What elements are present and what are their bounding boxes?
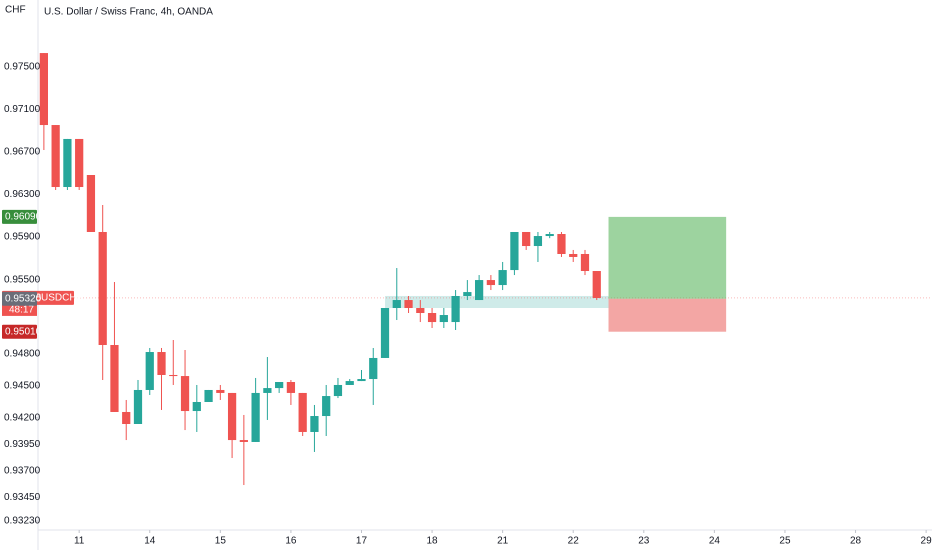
candle-body [227, 392, 237, 441]
price-tag-label: 0.96090 [5, 212, 42, 223]
candle-body [580, 253, 590, 272]
candle-body [310, 416, 319, 432]
y-tick-label: 0.95900 [4, 232, 41, 243]
candle-body [404, 300, 413, 309]
candle-body [416, 308, 425, 314]
x-tick-label: 25 [779, 536, 791, 547]
candle-body [75, 138, 84, 188]
candle-body [275, 382, 284, 389]
y-tick-label: 0.94800 [4, 349, 41, 360]
candle-body [145, 352, 154, 390]
candle-body [439, 315, 448, 323]
candle-body [286, 382, 296, 393]
candle-body [357, 379, 366, 382]
x-tick-label: 28 [850, 536, 862, 547]
y-tick-label: 0.93700 [4, 466, 41, 477]
candle-body [86, 175, 96, 232]
candle-body [427, 313, 437, 323]
x-tick-label: 21 [497, 536, 509, 547]
candle-body [345, 381, 354, 385]
candle-body [498, 270, 507, 286]
candle-body [263, 388, 272, 393]
candle-body [98, 231, 107, 346]
candle-body [180, 376, 190, 412]
x-tick-label: 22 [568, 536, 580, 547]
candle-body [169, 374, 178, 377]
y-tick-label: 0.93450 [4, 492, 41, 503]
x-tick-label: 15 [215, 536, 227, 547]
y-tick-label: 0.96300 [4, 189, 41, 200]
price-tag [2, 324, 37, 339]
y-tick-label: 0.97100 [4, 104, 41, 115]
chart-title: U.S. Dollar / Swiss Franc, 4h, OANDA [44, 7, 213, 18]
x-tick-label: 29 [921, 536, 932, 547]
price-tag [2, 291, 37, 306]
candle-body [545, 234, 554, 237]
x-tick-label: 11 [74, 536, 85, 547]
x-tick-label: 17 [356, 536, 368, 547]
candle-body [204, 389, 213, 402]
candle-body [298, 392, 307, 432]
axis-unit: CHF [5, 5, 26, 16]
candle-body [192, 401, 201, 412]
candle-body [133, 389, 143, 424]
candle-body [451, 295, 460, 323]
y-tick-label: 0.95500 [4, 274, 41, 285]
candle-body [392, 300, 401, 309]
stop-zone [608, 298, 727, 332]
candle-body [475, 280, 484, 301]
candle-body [592, 271, 601, 299]
x-tick-label: 23 [638, 536, 650, 547]
candle-body [63, 138, 72, 188]
y-tick-label: 0.94500 [4, 381, 41, 392]
price-tag-label: 0.95010 [5, 326, 42, 337]
candle-body [333, 384, 343, 397]
target-zone [608, 216, 727, 299]
y-tick-label: 0.96700 [4, 147, 41, 158]
y-tick-label: 0.93230 [4, 516, 41, 527]
candle-body [557, 234, 566, 254]
price-tag [2, 209, 37, 224]
candle-body [51, 125, 60, 188]
y-tick-label: 0.97500 [4, 62, 41, 73]
candle-body [157, 352, 166, 375]
countdown-tag [2, 304, 37, 316]
y-tick-label: 0.94200 [4, 412, 41, 423]
x-tick-label: 24 [709, 536, 721, 547]
y-tick-label: 0.93950 [4, 439, 41, 450]
candle-body [39, 53, 48, 126]
candle-body [110, 345, 119, 412]
candle-body [322, 396, 331, 417]
countdown-label: 48:17 [9, 305, 34, 316]
candle-body [486, 280, 495, 286]
candle-body [522, 231, 531, 247]
x-tick-label: 14 [144, 536, 156, 547]
x-tick-label: 18 [427, 536, 439, 547]
candle-body [463, 292, 472, 296]
candle-body [369, 357, 378, 380]
candle-body [122, 411, 131, 424]
symbol-label: USDCHF [41, 293, 83, 304]
price-tag-label: 0.95320 [5, 293, 42, 304]
candle-body [569, 253, 578, 257]
candle-body [380, 308, 390, 358]
candle-body [216, 389, 225, 393]
zone [385, 295, 609, 309]
candle-body [533, 236, 543, 247]
candle-body [239, 440, 248, 442]
x-tick-label: 16 [285, 536, 297, 547]
candle-body [510, 231, 519, 271]
candle-body [251, 392, 260, 442]
